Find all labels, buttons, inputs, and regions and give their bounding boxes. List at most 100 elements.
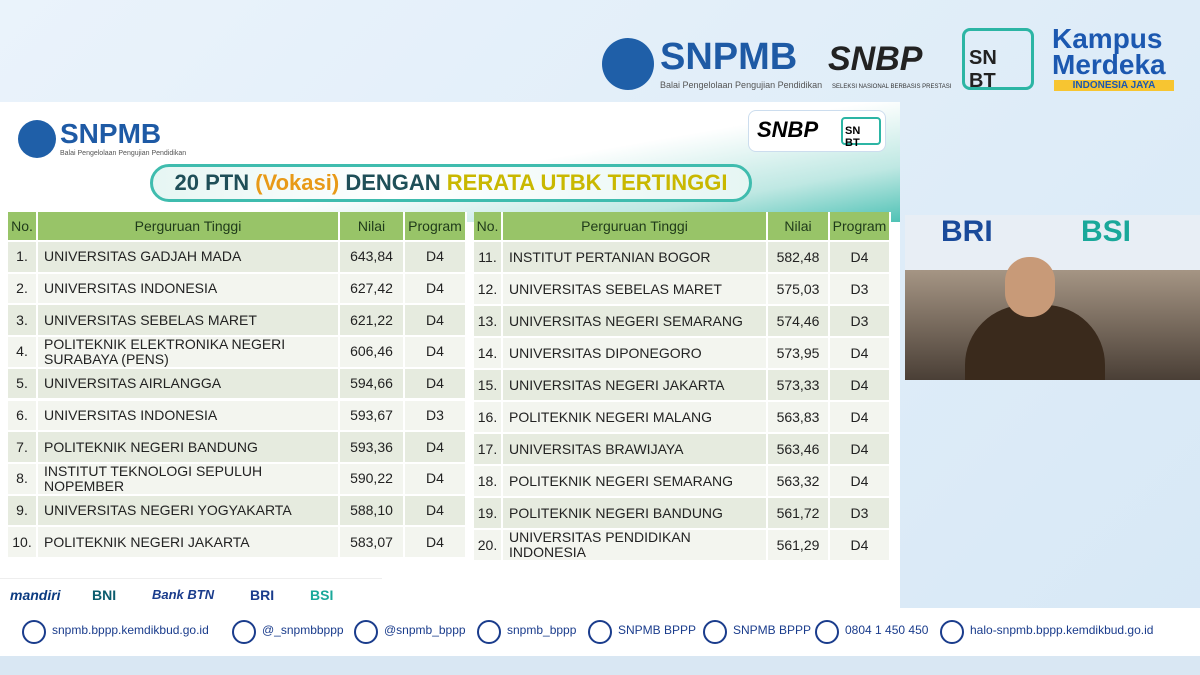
row-number: 15. — [474, 370, 503, 402]
program: D3 — [830, 498, 891, 530]
program: D4 — [830, 242, 891, 274]
score: 563,46 — [768, 434, 830, 466]
footer-bar: snpmb.bppp.kemdikbud.go.id @_snpmbbppp @sn… — [0, 608, 1200, 656]
title-part: (Vokasi) — [255, 170, 340, 195]
row-number: 4. — [8, 337, 38, 369]
contact-text: @snpmb_bppp — [384, 623, 466, 637]
score: 574,46 — [768, 306, 830, 338]
university-name: POLITEKNIK NEGERI SEMARANG — [503, 466, 768, 498]
sponsor: BRI — [250, 587, 275, 603]
tut-wuri-logo — [18, 120, 56, 158]
title-part: 20 PTN — [174, 170, 256, 195]
score: 582,48 — [768, 242, 830, 274]
university-name: POLITEKNIK NEGERI BANDUNG — [503, 498, 768, 530]
snbt-bt: BT — [845, 137, 860, 149]
row-number: 13. — [474, 306, 503, 338]
row-number: 9. — [8, 495, 38, 528]
row-number: 5. — [8, 368, 38, 401]
contact-icon — [354, 620, 378, 644]
column-header: Perguruan Tinggi — [503, 212, 768, 242]
snbt-logo: SN BT — [962, 28, 1034, 92]
score: 563,32 — [768, 466, 830, 498]
row-number: 7. — [8, 432, 38, 464]
snbp-logo: SNBP — [757, 117, 819, 142]
slide-logo-subtitle: Balai Pengelolaan Pengujian Pendidikan — [60, 150, 187, 157]
score: 575,03 — [768, 274, 830, 306]
slide-logo: SNPMB — [60, 118, 162, 149]
title-part: DENGAN — [339, 170, 447, 195]
university-name: UNIVERSITAS DIPONEGORO — [503, 338, 768, 370]
kampus: Kampus — [1052, 23, 1163, 54]
row-number: 14. — [474, 338, 503, 370]
slide-partner-logos: SNBP SN BT — [748, 110, 886, 152]
snbt-sn: SN — [969, 47, 997, 69]
score: 627,42 — [340, 273, 405, 306]
speaker — [965, 305, 1105, 380]
row-number: 10. — [8, 527, 38, 559]
program: D4 — [405, 305, 467, 338]
column-header: No. — [474, 212, 503, 242]
sponsor: BSI — [310, 587, 334, 603]
column-header: Nilai — [340, 212, 405, 242]
contact-icon — [703, 620, 727, 644]
snbt-bt: BT — [969, 70, 996, 92]
program: D4 — [405, 495, 467, 528]
contact-icon — [815, 620, 839, 644]
column-header: No. — [8, 212, 38, 242]
score: 561,29 — [768, 530, 830, 562]
video-feed: BRI BSI — [905, 215, 1200, 380]
program: D4 — [405, 242, 467, 274]
column-header: Program — [830, 212, 891, 242]
university-name: UNIVERSITAS SEBELAS MARET — [503, 274, 768, 306]
score: 573,33 — [768, 370, 830, 402]
row-number: 8. — [8, 463, 38, 496]
university-name: UNIVERSITAS GADJAH MADA — [38, 242, 340, 274]
university-name: UNIVERSITAS PENDIDIKAN INDONESIA — [503, 530, 768, 562]
program: D4 — [830, 530, 891, 562]
contact-text: SNPMB BPPP — [618, 623, 697, 637]
row-number: 17. — [474, 434, 503, 466]
university-name: POLITEKNIK NEGERI MALANG — [503, 402, 768, 434]
program: D4 — [830, 402, 891, 434]
banner-text: BSI — [1081, 215, 1132, 248]
row-number: 6. — [8, 400, 38, 433]
university-name: POLITEKNIK ELEKTRONIKA NEGERI SURABAYA (… — [38, 337, 340, 369]
university-name: UNIVERSITAS NEGERI JAKARTA — [503, 370, 768, 402]
contact-icon — [940, 620, 964, 644]
program: D4 — [405, 463, 467, 496]
contact-icon — [232, 620, 256, 644]
score: 583,07 — [340, 527, 405, 559]
university-name: UNIVERSITAS AIRLANGGA — [38, 368, 340, 401]
score: 606,46 — [340, 337, 405, 369]
contact-icon — [477, 620, 501, 644]
program: D4 — [830, 434, 891, 466]
contact-text: @_snpmbbppp — [262, 623, 344, 637]
row-number: 1. — [8, 242, 38, 274]
row-number: 11. — [474, 242, 503, 274]
score: 588,10 — [340, 495, 405, 528]
snbt-sn: SN — [845, 125, 861, 137]
contact-text: SNPMB BPPP — [733, 623, 812, 637]
program: D3 — [830, 274, 891, 306]
program: D3 — [405, 400, 467, 433]
program: D4 — [405, 432, 467, 464]
snbt-logo: SN BT — [841, 117, 881, 149]
university-name: INSTITUT TEKNOLOGI SEPULUH NOPEMBER — [38, 463, 340, 496]
kampus-merdeka: Kampus Merdeka — [1052, 23, 1166, 79]
sponsor: BNI — [92, 587, 117, 603]
row-number: 2. — [8, 273, 38, 306]
row-number: 20. — [474, 530, 503, 562]
university-name: UNIVERSITAS NEGERI SEMARANG — [503, 306, 768, 338]
score: 594,66 — [340, 368, 405, 401]
speaker-head — [1005, 257, 1055, 317]
slide-title: 20 PTN (Vokasi) DENGAN RERATA UTBK TERTI… — [150, 164, 752, 202]
tagline: INDONESIA JAYA — [1054, 80, 1174, 91]
score: 643,84 — [340, 242, 405, 274]
score: 573,95 — [768, 338, 830, 370]
program: D4 — [405, 337, 467, 369]
program: D4 — [830, 338, 891, 370]
row-number: 12. — [474, 274, 503, 306]
score: 593,36 — [340, 432, 405, 464]
score: 590,22 — [340, 463, 405, 496]
